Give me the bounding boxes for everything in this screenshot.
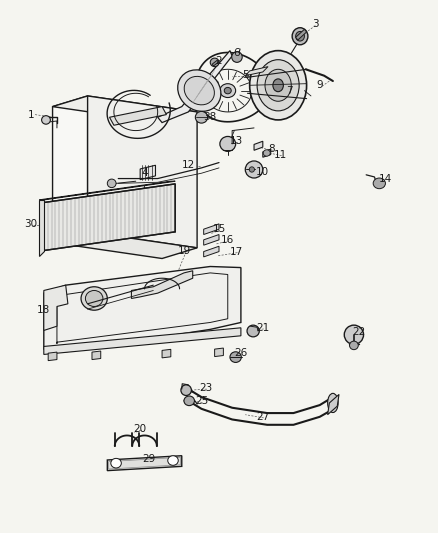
- Polygon shape: [215, 348, 223, 357]
- Polygon shape: [375, 180, 384, 187]
- Polygon shape: [48, 352, 57, 361]
- Polygon shape: [204, 246, 219, 257]
- Text: 13: 13: [230, 136, 243, 146]
- Ellipse shape: [178, 70, 221, 111]
- Ellipse shape: [265, 69, 291, 101]
- Ellipse shape: [328, 393, 338, 413]
- Ellipse shape: [210, 58, 219, 67]
- Text: 10: 10: [256, 167, 269, 176]
- Text: 21: 21: [256, 323, 269, 333]
- Polygon shape: [44, 184, 175, 251]
- Ellipse shape: [245, 161, 263, 178]
- Ellipse shape: [344, 325, 364, 344]
- Polygon shape: [158, 51, 232, 123]
- Text: 38: 38: [204, 112, 217, 122]
- Text: 18: 18: [37, 305, 50, 315]
- Ellipse shape: [42, 116, 50, 124]
- Text: 4: 4: [141, 168, 148, 178]
- Ellipse shape: [224, 87, 231, 94]
- Ellipse shape: [230, 352, 241, 362]
- Ellipse shape: [373, 178, 385, 189]
- Polygon shape: [107, 456, 182, 471]
- Ellipse shape: [181, 385, 191, 395]
- Text: 11: 11: [274, 150, 287, 159]
- Ellipse shape: [81, 287, 107, 310]
- Polygon shape: [328, 394, 339, 415]
- Ellipse shape: [220, 136, 236, 151]
- Text: 17: 17: [230, 247, 243, 256]
- Polygon shape: [162, 349, 171, 358]
- Polygon shape: [245, 67, 268, 76]
- Text: 19: 19: [177, 246, 191, 255]
- Ellipse shape: [184, 76, 214, 105]
- Text: 2: 2: [215, 56, 223, 66]
- Ellipse shape: [85, 290, 103, 306]
- Text: 22: 22: [353, 327, 366, 336]
- Ellipse shape: [111, 458, 121, 468]
- Polygon shape: [254, 141, 263, 150]
- Text: 1: 1: [27, 110, 34, 119]
- Polygon shape: [53, 96, 197, 123]
- Text: 16: 16: [221, 235, 234, 245]
- Ellipse shape: [273, 79, 283, 92]
- Ellipse shape: [232, 52, 242, 62]
- Ellipse shape: [247, 325, 259, 337]
- Ellipse shape: [184, 396, 194, 406]
- Text: 7: 7: [286, 86, 293, 95]
- Ellipse shape: [296, 31, 304, 41]
- Text: 25: 25: [195, 397, 208, 406]
- Polygon shape: [53, 96, 88, 243]
- Text: 5: 5: [242, 70, 249, 79]
- Polygon shape: [296, 29, 307, 40]
- Polygon shape: [44, 285, 68, 330]
- Ellipse shape: [257, 60, 299, 111]
- Ellipse shape: [195, 111, 208, 123]
- Polygon shape: [39, 181, 175, 200]
- Text: 9: 9: [316, 80, 323, 90]
- Text: 3: 3: [312, 19, 319, 29]
- Ellipse shape: [220, 84, 236, 98]
- Text: 12: 12: [182, 160, 195, 170]
- Polygon shape: [44, 266, 241, 352]
- Text: 27: 27: [256, 412, 269, 422]
- Ellipse shape: [263, 150, 270, 156]
- Polygon shape: [140, 165, 155, 180]
- Ellipse shape: [168, 456, 178, 465]
- Text: 20: 20: [134, 424, 147, 434]
- Polygon shape: [44, 328, 241, 354]
- Ellipse shape: [107, 179, 116, 188]
- Polygon shape: [212, 60, 218, 66]
- Text: 26: 26: [234, 348, 247, 358]
- Ellipse shape: [250, 51, 307, 120]
- Polygon shape: [263, 149, 271, 157]
- Text: 29: 29: [142, 455, 155, 464]
- Text: 14: 14: [379, 174, 392, 183]
- Polygon shape: [53, 232, 197, 259]
- Polygon shape: [39, 200, 44, 256]
- Polygon shape: [110, 107, 166, 125]
- Ellipse shape: [292, 28, 308, 45]
- Text: 23: 23: [199, 383, 212, 393]
- Ellipse shape: [249, 167, 254, 172]
- Polygon shape: [92, 351, 101, 360]
- Polygon shape: [204, 224, 219, 235]
- Polygon shape: [131, 271, 193, 298]
- Text: 6: 6: [233, 49, 240, 58]
- Polygon shape: [204, 235, 219, 245]
- Polygon shape: [88, 96, 197, 248]
- Text: 30: 30: [24, 219, 37, 229]
- Ellipse shape: [350, 341, 358, 350]
- Text: 15: 15: [212, 224, 226, 234]
- Text: 8: 8: [268, 144, 275, 154]
